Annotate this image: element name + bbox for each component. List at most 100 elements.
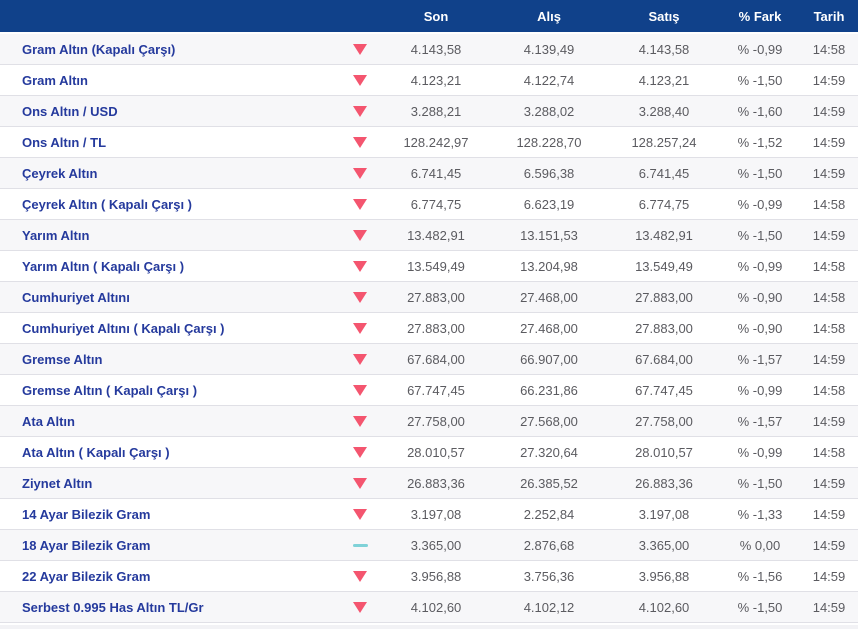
table-row[interactable]: Ata Altın ( Kapalı Çarşı ) 28.010,57 27.32… (0, 437, 858, 468)
trend-cell (338, 570, 382, 582)
trend-cell (338, 260, 382, 272)
table-row[interactable]: Çeyrek Altın 6.741,45 6.596,38 6.741,45 % -1… (0, 158, 858, 189)
tarih-value: 14:59 (812, 134, 846, 150)
fark-value: % -0,99 (737, 444, 783, 460)
son-value: 27.883,00 (407, 320, 465, 336)
flat-dash-icon (352, 543, 368, 547)
son-value: 3.956,88 (410, 568, 462, 584)
instrument-name-link[interactable]: Yarım Altın (22, 227, 90, 243)
table-row[interactable]: 18 Ayar Bilezik Gram 3.365,00 2.876,68 3.36… (0, 530, 858, 561)
alis-value: 27.320,64 (520, 444, 578, 460)
instrument-name-link[interactable]: Gremse Altın ( Kapalı Çarşı ) (22, 382, 198, 398)
son-value: 4.123,21 (410, 72, 462, 88)
satis-value: 3.288,40 (638, 103, 690, 119)
satis-value: 6.774,75 (638, 196, 690, 212)
trend-cell (338, 105, 382, 117)
down-arrow-icon (353, 415, 367, 427)
instrument-name-link[interactable]: Gremse Altın (22, 351, 103, 367)
trend-cell (338, 601, 382, 613)
table-row[interactable]: Ata Altın 27.758,00 27.568,00 27.758,00 % -1… (0, 406, 858, 437)
down-arrow-icon (353, 136, 367, 148)
instrument-name-link[interactable]: Yarım Altın ( Kapalı Çarşı ) (22, 258, 185, 274)
trend-cell (338, 477, 382, 489)
instrument-name-link[interactable]: Çeyrek Altın ( Kapalı Çarşı ) (22, 196, 193, 212)
instrument-name-link[interactable]: Gram Altın (22, 72, 88, 88)
trend-cell (338, 291, 382, 303)
instrument-name-link[interactable]: Ons Altın / USD (22, 103, 118, 119)
satis-value: 27.758,00 (635, 413, 693, 429)
satis-value: 4.143,58 (638, 41, 690, 57)
table-row[interactable]: Yarım Altın ( Kapalı Çarşı ) 13.549,49 13.… (0, 251, 858, 282)
alis-value: 128.228,70 (516, 134, 582, 150)
fark-value: % -0,99 (737, 41, 783, 57)
son-value: 4.102,60 (410, 599, 462, 615)
instrument-name-link[interactable]: Cumhuriyet Altını ( Kapalı Çarşı ) (22, 320, 225, 336)
fark-value: % 0,00 (739, 537, 781, 553)
satis-value: 27.883,00 (635, 289, 693, 305)
son-value: 3.197,08 (410, 506, 462, 522)
instrument-name-link[interactable]: Serbest 0.995 Has Altın TL/Gr (22, 599, 204, 615)
son-value: 4.143,58 (410, 41, 462, 57)
instrument-name-link[interactable]: 14 Ayar Bilezik Gram (22, 506, 151, 522)
fark-value: % -1,57 (737, 413, 783, 429)
son-value: 27.883,00 (407, 289, 465, 305)
table-row[interactable]: Yarım Altın 13.482,91 13.151,53 13.482,91 % … (0, 220, 858, 251)
trend-cell (338, 136, 382, 148)
trend-cell (338, 353, 382, 365)
alis-value: 13.204,98 (520, 258, 578, 274)
fark-value: % -0,90 (737, 320, 783, 336)
instrument-name-link[interactable]: Ata Altın ( Kapalı Çarşı ) (22, 444, 170, 460)
alis-value: 4.139,49 (523, 41, 575, 57)
instrument-name-link[interactable]: 18 Ayar Bilezik Gram (22, 537, 151, 553)
fark-value: % -1,50 (737, 72, 783, 88)
down-arrow-icon (353, 229, 367, 241)
table-row[interactable]: Cumhuriyet Altını 27.883,00 27.468,00 27.88… (0, 282, 858, 313)
son-value: 13.482,91 (407, 227, 465, 243)
down-arrow-icon (353, 105, 367, 117)
table-row[interactable]: Cumhuriyet Altını ( Kapalı Çarşı ) 27.883… (0, 313, 858, 344)
satis-value: 3.956,88 (638, 568, 690, 584)
instrument-name-link[interactable]: Cumhuriyet Altını (22, 289, 130, 305)
alis-value: 2.876,68 (523, 537, 575, 553)
trend-cell (338, 74, 382, 86)
son-value: 3.365,00 (410, 537, 462, 553)
instrument-name-link[interactable]: Çeyrek Altın (22, 165, 98, 181)
down-arrow-icon (353, 260, 367, 272)
fark-value: % -0,99 (737, 196, 783, 212)
table-row[interactable]: Serbest 0.995 Has Altın TL/Gr 4.102,60 4.1… (0, 592, 858, 623)
fark-value: % -1,50 (737, 165, 783, 181)
instrument-name-link[interactable]: Ons Altın / TL (22, 134, 107, 150)
alis-value: 27.468,00 (520, 320, 578, 336)
table-row[interactable]: Çeyrek Altın ( Kapalı Çarşı ) 6.774,75 6.6… (0, 189, 858, 220)
table-row[interactable]: 14 Ayar Bilezik Gram 3.197,08 2.252,84 3.19… (0, 499, 858, 530)
tarih-value: 14:58 (812, 382, 846, 398)
table-row[interactable]: Ziynet Altın 26.883,36 26.385,52 26.883,36%… (0, 468, 858, 499)
satis-value: 3.197,08 (638, 506, 690, 522)
satis-value: 13.482,91 (635, 227, 693, 243)
table-row[interactable]: Gram Altın (Kapalı Çarşı) 4.143,58 4.139,4… (0, 34, 858, 65)
alis-value: 66.231,86 (520, 382, 578, 398)
down-arrow-icon (353, 570, 367, 582)
instrument-name-link[interactable]: Ata Altın (22, 413, 75, 429)
son-value: 3.288,21 (410, 103, 462, 119)
column-header-alis: Alış (537, 8, 561, 24)
table-row[interactable]: Ons Altın / TL 128.242,97 128.228,70 128.25… (0, 127, 858, 158)
son-value: 27.758,00 (407, 413, 465, 429)
table-row[interactable]: Ons Altın / USD 3.288,21 3.288,02 3.288,40%… (0, 96, 858, 127)
trend-cell (338, 508, 382, 520)
instrument-name-link[interactable]: Gram Altın (Kapalı Çarşı) (22, 41, 176, 57)
table-row[interactable]: 22 Ayar Bilezik Gram 3.956,88 3.756,36 3.95… (0, 561, 858, 592)
table-row[interactable]: Gram Altın 4.123,21 4.122,74 4.123,21 % -1,5… (0, 65, 858, 96)
fark-value: % -1,50 (737, 599, 783, 615)
down-arrow-icon (353, 322, 367, 334)
instrument-name-link[interactable]: 22 Ayar Bilezik Gram (22, 568, 151, 584)
alis-value: 66.907,00 (520, 351, 578, 367)
column-header-son: Son (423, 8, 449, 24)
instrument-name-link[interactable]: Ziynet Altın (22, 475, 93, 491)
tarih-value: 14:58 (812, 320, 846, 336)
trend-cell (338, 43, 382, 55)
table-row[interactable]: Gremse Altın ( Kapalı Çarşı ) 67.747,45 66… (0, 375, 858, 406)
table-row[interactable]: Gremse Altın 67.684,00 66.907,00 67.684,00%… (0, 344, 858, 375)
alis-value: 4.102,12 (523, 599, 575, 615)
fark-value: % -1,60 (737, 103, 783, 119)
